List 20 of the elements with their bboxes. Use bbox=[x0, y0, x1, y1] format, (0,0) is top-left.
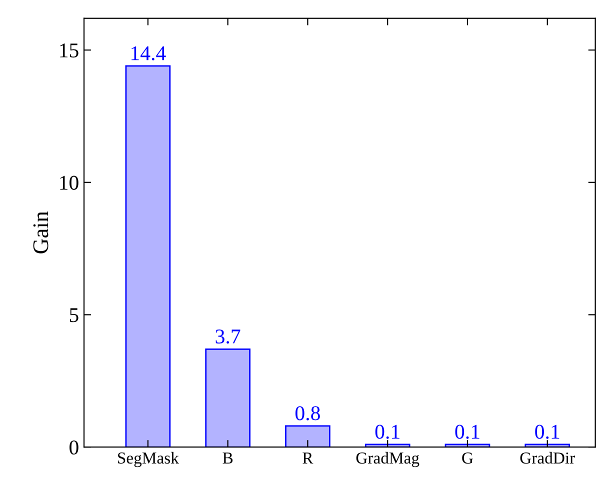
data-label: 0.1 bbox=[455, 424, 480, 439]
y-tick-label: 5 bbox=[70, 308, 78, 322]
x-tick-label: GradMag bbox=[356, 452, 420, 468]
bar bbox=[205, 348, 250, 448]
x-tick-label: GradDir bbox=[520, 452, 575, 464]
y-tick-label: 15 bbox=[60, 44, 78, 58]
data-label: 3.7 bbox=[216, 330, 240, 344]
data-label: 0.1 bbox=[535, 424, 560, 439]
data-label: 14.4 bbox=[132, 46, 166, 60]
bar bbox=[125, 65, 171, 448]
data-label: 0.8 bbox=[295, 406, 320, 420]
y-tick-label: 0 bbox=[70, 440, 78, 455]
y-axis-title: Gain bbox=[33, 211, 48, 254]
x-tick-label: SegMask bbox=[118, 452, 179, 468]
x-tick-label: B bbox=[222, 452, 233, 464]
bar bbox=[285, 425, 330, 448]
x-tick-label: R bbox=[302, 452, 314, 464]
y-tick-label: 10 bbox=[60, 176, 78, 190]
data-label: 0.1 bbox=[375, 424, 400, 439]
x-tick-label: G bbox=[462, 452, 473, 464]
